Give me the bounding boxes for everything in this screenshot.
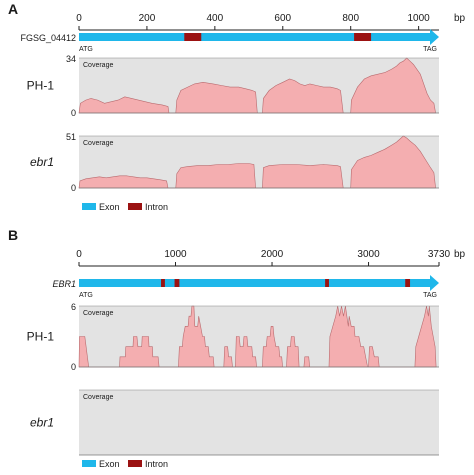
gene-name: EBR1 (52, 279, 76, 289)
tick-label: 1000 (164, 249, 187, 260)
coverage-track-ph-1: Coverage 34 0 PH-1 (27, 54, 439, 118)
sample-label: ebr1 (30, 416, 54, 430)
coverage-label: Coverage (83, 62, 113, 69)
tick-label: 1000 (407, 13, 430, 24)
exon-arrowhead (430, 29, 439, 45)
y-max-label: 6 (71, 302, 76, 312)
panel-letter: B (8, 227, 18, 243)
panel-letter: A (8, 1, 18, 17)
axis-unit: bp (454, 249, 466, 260)
y-min-label: 0 (71, 108, 76, 118)
position-axis: 0 1000 2000 3000 3730 bp (76, 249, 466, 267)
legend-exon-swatch (82, 460, 96, 467)
legend-intron-label: Intron (145, 202, 168, 212)
coverage-label: Coverage (83, 140, 113, 147)
tick-label: 0 (76, 249, 82, 260)
exon-arrowhead (430, 275, 439, 291)
tick-label: 600 (274, 13, 291, 24)
tick-label: 3000 (357, 249, 380, 260)
axis-unit: bp (454, 13, 466, 24)
sample-label: ebr1 (30, 155, 54, 169)
tick-label: 2000 (261, 249, 284, 260)
tick-label: 800 (342, 13, 359, 24)
legend-intron-swatch (128, 460, 142, 467)
sample-label: PH-1 (27, 330, 55, 344)
stop-codon-label: TAG (423, 292, 437, 299)
exon-bar (79, 33, 431, 41)
coverage-area (78, 305, 437, 368)
position-axis: 0 200 400 600 800 1000 bp (76, 13, 466, 31)
tick-label: 3730 (428, 249, 451, 260)
coverage-label: Coverage (83, 394, 113, 401)
coverage-track-ebr1: Coverage ebr1 (30, 389, 439, 456)
track-background (79, 390, 439, 455)
sample-label: PH-1 (27, 79, 55, 93)
coverage-area (78, 57, 436, 114)
y-min-label: 0 (71, 362, 76, 372)
legend-intron-label: Intron (145, 459, 168, 469)
y-min-label: 0 (71, 183, 76, 193)
gene-name: FGSG_04412 (20, 33, 76, 43)
intron-block (354, 33, 372, 41)
coverage-area (78, 135, 436, 189)
start-codon-label: ATG (79, 46, 93, 53)
coverage-track-ph-1: Coverage 6 0 PH-1 (27, 302, 439, 372)
exon-bar (79, 279, 431, 287)
coverage-track-ebr1: Coverage 51 0 ebr1 (30, 132, 439, 193)
tick-label: 200 (139, 13, 156, 24)
legend-exon-label: Exon (99, 202, 120, 212)
coverage-label: Coverage (83, 310, 113, 317)
legend: Exon Intron (82, 202, 168, 212)
stop-codon-label: TAG (423, 46, 437, 53)
intron-block (161, 279, 165, 287)
legend-exon-swatch (82, 203, 96, 210)
legend-exon-label: Exon (99, 459, 120, 469)
tick-label: 0 (76, 13, 82, 24)
intron-block (405, 279, 411, 287)
legend-intron-swatch (128, 203, 142, 210)
intron-block (174, 279, 180, 287)
tick-label: 400 (207, 13, 224, 24)
legend: Exon Intron (82, 459, 168, 469)
intron-block (325, 279, 329, 287)
start-codon-label: ATG (79, 292, 93, 299)
y-max-label: 34 (66, 54, 76, 64)
intron-block (184, 33, 202, 41)
y-max-label: 51 (66, 132, 76, 142)
